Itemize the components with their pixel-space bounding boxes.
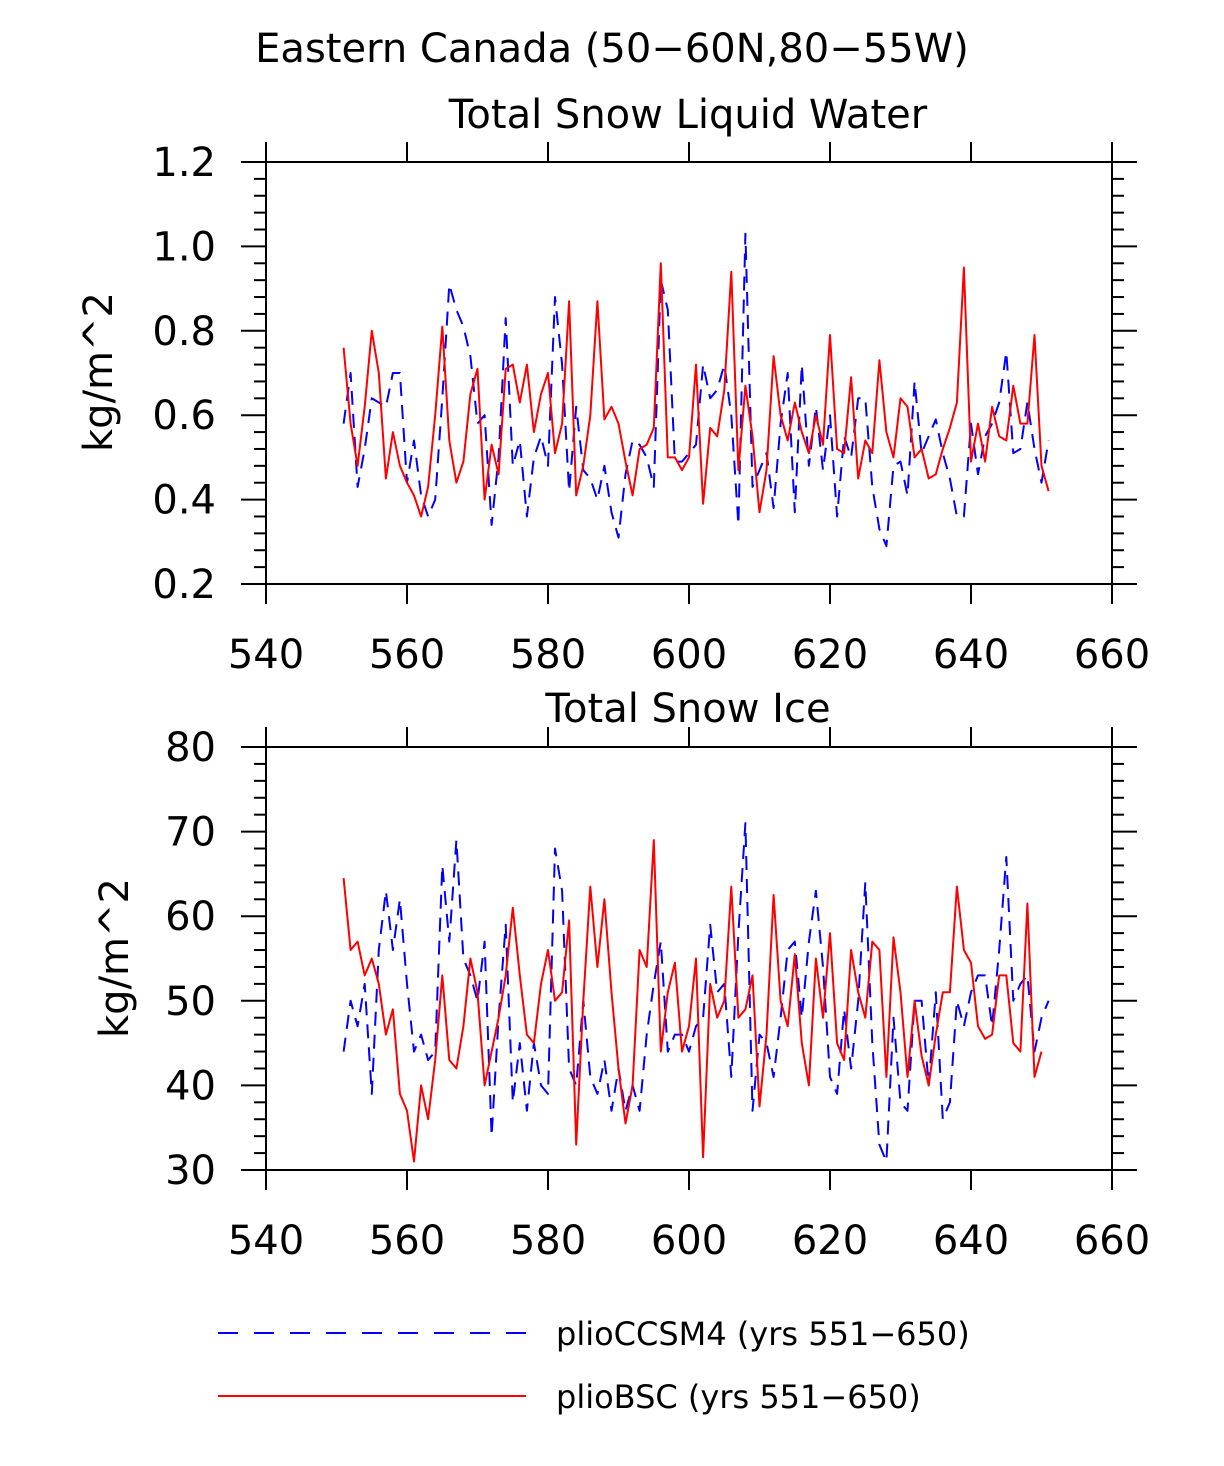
x-tick-label: 600 — [651, 632, 727, 678]
legend: plioCCSM4 (yrs 551−650) plioBSC (yrs 551… — [218, 1315, 970, 1416]
y-axis-label: kg/m^2 — [92, 878, 138, 1038]
y-tick-label: 0.6 — [152, 393, 216, 439]
x-tick-label: 580 — [510, 1218, 586, 1264]
y-tick-label: 80 — [165, 725, 216, 771]
y-tick-label: 0.2 — [152, 562, 216, 608]
x-tick-label: 660 — [1074, 1218, 1150, 1264]
x-tick-label: 640 — [933, 1218, 1009, 1264]
plot-frame — [265, 161, 1113, 585]
series-line-pliocccsm4 — [342, 232, 1050, 547]
x-tick-label: 640 — [933, 632, 1009, 678]
y-tick-label: 50 — [165, 979, 216, 1025]
x-tick-label: 540 — [228, 632, 304, 678]
series-line-pliobsc — [342, 839, 1043, 1163]
chart-title: Total Snow Ice — [544, 686, 830, 732]
y-tick-label: 70 — [165, 810, 216, 856]
y-axis-label: kg/m^2 — [76, 292, 122, 452]
y-tick-label: 0.8 — [152, 309, 216, 355]
y-tick-label: 1.0 — [152, 224, 216, 270]
x-tick-label: 600 — [651, 1218, 727, 1264]
x-tick-label: 560 — [369, 632, 445, 678]
legend-label-pliocccsm4: plioCCSM4 (yrs 551−650) — [556, 1315, 970, 1353]
y-tick-label: 30 — [165, 1148, 216, 1194]
y-tick-label: 1.2 — [152, 140, 216, 186]
plot-frame — [265, 746, 1113, 1171]
x-tick-label: 560 — [369, 1218, 445, 1264]
panel-snow-ice: Total Snow Ice kg/m^2 540 560 580 600 620 640… — [92, 686, 1150, 1264]
page-title: Eastern Canada (50−60N,80−55W) — [255, 26, 969, 72]
x-tick-label: 620 — [792, 632, 868, 678]
series-line-pliobsc — [342, 262, 1050, 518]
x-tick-label: 580 — [510, 632, 586, 678]
panel-liquid-water: Total Snow Liquid Water kg/m^2 540 560 580… — [76, 92, 1150, 678]
legend-label-pliobsc: plioBSC (yrs 551−650) — [556, 1378, 921, 1416]
chart-title: Total Snow Liquid Water — [448, 92, 928, 138]
y-tick-label: 40 — [165, 1063, 216, 1109]
y-tick-label: 60 — [165, 894, 216, 940]
x-tick-label: 540 — [228, 1218, 304, 1264]
x-tick-label: 660 — [1074, 632, 1150, 678]
y-tick-label: 0.4 — [152, 478, 216, 524]
series-line-pliocccsm4 — [342, 822, 1050, 1163]
x-tick-label: 620 — [792, 1218, 868, 1264]
